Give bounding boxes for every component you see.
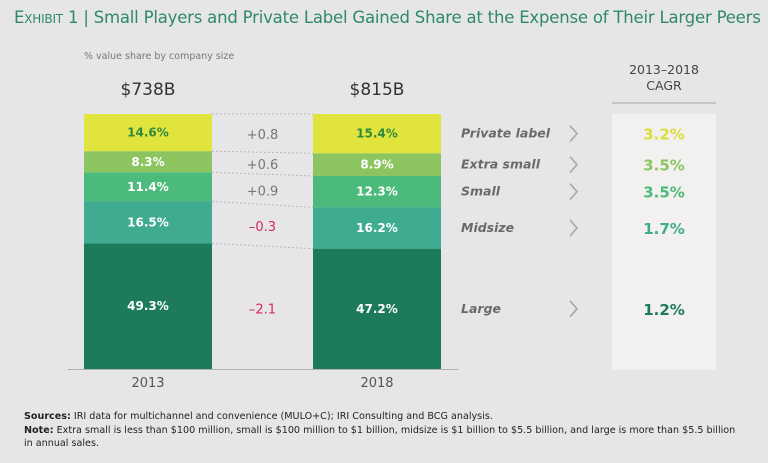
bar-segment-midsize-2013 bbox=[84, 201, 212, 244]
legend-label-extra-small: Extra small bbox=[461, 157, 541, 172]
total-2018: $815B bbox=[349, 80, 405, 100]
share-change-extra-small: +0.6 bbox=[247, 158, 279, 173]
chart-title: Exhibit 1 | Small Players and Private La… bbox=[14, 8, 761, 27]
bar-segment-extra-small-2013 bbox=[84, 151, 212, 173]
data-label-large-2018: 47.2% bbox=[356, 302, 398, 316]
cagr-header: 2013–2018 CAGR bbox=[612, 62, 716, 94]
cagr-header-line1: 2013–2018 bbox=[629, 62, 699, 77]
total-2013: $738B bbox=[120, 80, 176, 100]
legend-label-small: Small bbox=[461, 184, 501, 199]
x-tick-2013: 2013 bbox=[131, 376, 165, 391]
chart-subtitle: % value share by company size bbox=[84, 51, 235, 62]
cagr-value-extra-small: 3.5% bbox=[643, 157, 685, 175]
legend-label-large: Large bbox=[461, 301, 501, 316]
data-label-private-label-2018: 15.4% bbox=[356, 127, 398, 141]
connector-small bbox=[211, 171, 314, 177]
cagr-value-small: 3.5% bbox=[643, 184, 685, 202]
connector-midsize bbox=[211, 200, 314, 208]
title-separator: | bbox=[83, 8, 89, 27]
chevron-right-icon bbox=[569, 156, 579, 174]
data-label-midsize-2013: 16.5% bbox=[127, 215, 169, 229]
footnotes: Sources: IRI data for multichannel and c… bbox=[24, 410, 744, 451]
cagr-value-private-label: 3.2% bbox=[643, 126, 685, 144]
cagr-panel bbox=[612, 114, 716, 370]
share-change-large: –2.1 bbox=[249, 303, 276, 318]
x-tick-2018: 2018 bbox=[360, 376, 394, 391]
data-label-private-label-2013: 14.6% bbox=[127, 126, 169, 140]
cagr-header-line2: CAGR bbox=[646, 78, 682, 93]
data-label-midsize-2018: 16.2% bbox=[356, 221, 398, 235]
sources-label: Sources: bbox=[24, 411, 71, 422]
note-text: Extra small is less than $100 million, s… bbox=[24, 424, 736, 450]
bar-segment-private-label-2018 bbox=[313, 114, 441, 154]
note-label: Note: bbox=[24, 424, 54, 436]
sources-text: IRI data for multichannel and convenienc… bbox=[70, 411, 493, 422]
cagr-header-rule bbox=[612, 102, 716, 104]
cagr-value-large: 1.2% bbox=[643, 301, 685, 319]
chevron-right-icon bbox=[569, 183, 579, 201]
data-label-large-2013: 49.3% bbox=[127, 299, 169, 313]
data-label-small-2013: 11.4% bbox=[127, 180, 169, 194]
note-line: Note: Extra small is less than $100 mill… bbox=[24, 424, 744, 451]
bar-segment-small-2013 bbox=[84, 172, 212, 202]
chevron-right-icon bbox=[569, 219, 579, 237]
share-change-private-label: +0.8 bbox=[247, 128, 279, 143]
connector-large bbox=[211, 242, 314, 250]
bar-segment-extra-small-2018 bbox=[313, 153, 441, 176]
cagr-value-midsize: 1.7% bbox=[643, 220, 685, 238]
bar-segment-midsize-2018 bbox=[313, 207, 441, 249]
title-text: Small Players and Private Label Gained S… bbox=[93, 8, 761, 27]
sources-line: Sources: IRI data for multichannel and c… bbox=[24, 410, 744, 424]
share-change-small: +0.9 bbox=[247, 184, 279, 199]
exhibit-label: Exhibit 1 bbox=[14, 8, 79, 27]
bar-segment-large-2013 bbox=[84, 243, 212, 369]
legend-label-midsize: Midsize bbox=[461, 220, 514, 235]
bar-segment-small-2018 bbox=[313, 175, 441, 208]
chevron-right-icon bbox=[569, 300, 579, 318]
data-label-small-2018: 12.3% bbox=[356, 185, 398, 199]
share-change-midsize: –0.3 bbox=[249, 220, 276, 235]
bar-segment-large-2018 bbox=[313, 248, 441, 369]
data-label-extra-small-2018: 8.9% bbox=[360, 158, 393, 172]
chevron-right-icon bbox=[569, 125, 579, 143]
bar-segment-private-label-2013 bbox=[84, 114, 212, 152]
data-label-extra-small-2013: 8.3% bbox=[131, 155, 164, 169]
connector-extra-small bbox=[211, 150, 314, 154]
legend-label-private-label: Private label bbox=[461, 126, 551, 141]
